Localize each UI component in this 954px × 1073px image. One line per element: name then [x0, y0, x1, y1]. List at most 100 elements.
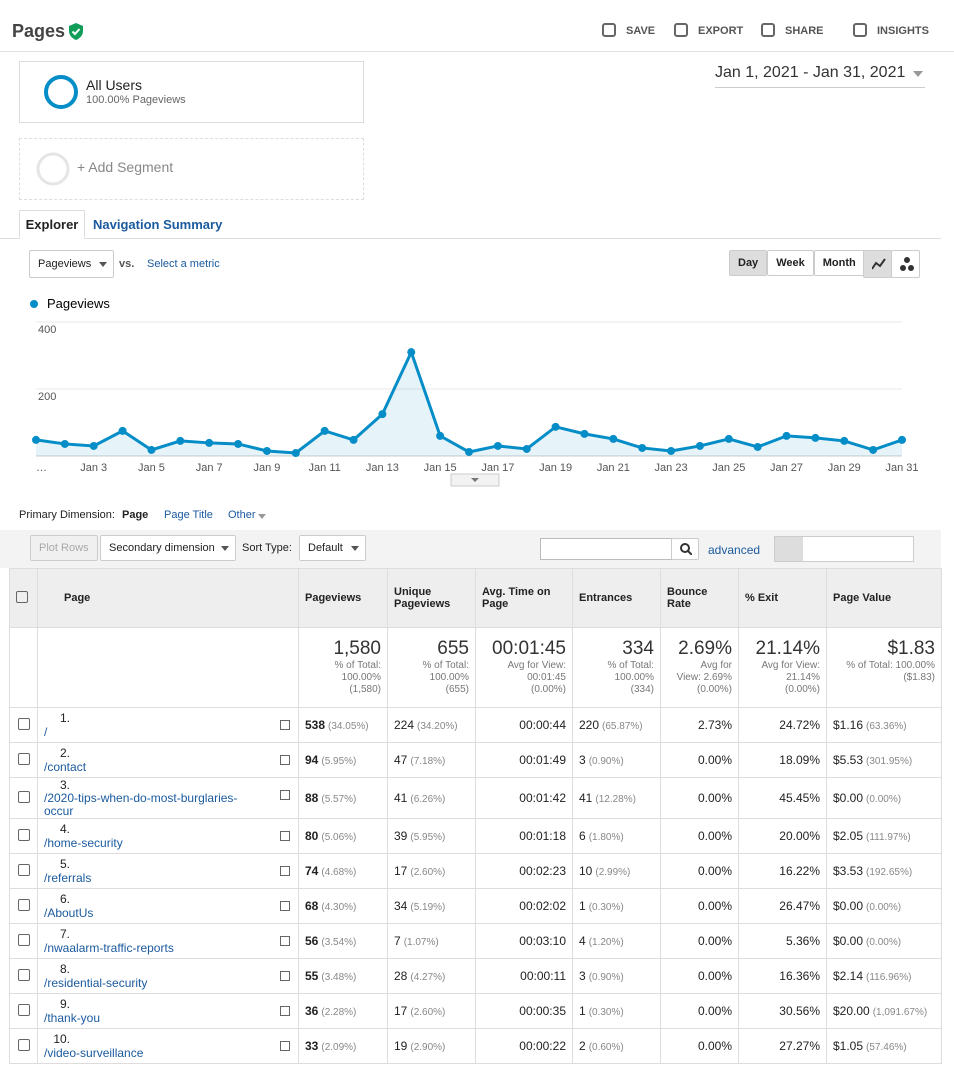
- page-link[interactable]: /residential-security: [44, 976, 148, 990]
- segment-all-users[interactable]: All Users 100.00% Pageviews: [19, 61, 364, 123]
- page-link[interactable]: /contact: [44, 760, 87, 774]
- metric-select[interactable]: Pageviews: [29, 250, 114, 278]
- dimension-option[interactable]: Other: [228, 509, 256, 521]
- cell: [9, 993, 38, 1029]
- cell: 1 (0.30%): [572, 993, 661, 1029]
- action[interactable]: SAVE: [626, 25, 656, 37]
- secondary-dimension[interactable]: Secondary dimension: [100, 535, 236, 561]
- line-chart-btn[interactable]: [863, 250, 892, 278]
- open-icon[interactable]: [280, 1041, 290, 1051]
- page-link[interactable]: /nwaalarm-traffic-reports: [44, 941, 174, 955]
- granularity-btn[interactable]: Day: [729, 250, 768, 276]
- data-table: Page Pageviews Unique Pageviews Avg. Time o…: [9, 568, 942, 1064]
- motion-chart-btn[interactable]: [891, 250, 920, 278]
- tab[interactable]: Navigation Summary: [93, 217, 223, 232]
- advanced[interactable]: advanced: [708, 543, 761, 557]
- page-link[interactable]: /home-security: [44, 836, 123, 850]
- cell-value: 16.36%: [779, 969, 820, 983]
- cell-value: $0.00: [833, 934, 864, 948]
- open-icon[interactable]: [280, 720, 290, 730]
- action[interactable]: SHARE: [785, 25, 824, 37]
- open-icon[interactable]: [280, 901, 290, 911]
- checkbox[interactable]: [17, 1038, 30, 1051]
- view-btn[interactable]: [775, 537, 803, 561]
- column-header: Unique Pageviews: [394, 586, 451, 610]
- sort-select[interactable]: Default: [299, 535, 366, 561]
- header-cell[interactable]: Page Value: [826, 568, 942, 628]
- cell: 41 (6.26%): [387, 777, 476, 819]
- header-cell[interactable]: Page: [37, 568, 299, 628]
- open-icon[interactable]: [280, 755, 290, 765]
- page-link[interactable]: /AboutUs: [44, 906, 94, 920]
- search-input[interactable]: [540, 538, 672, 560]
- page-link[interactable]: /referrals: [44, 871, 92, 885]
- open-icon[interactable]: [280, 831, 290, 841]
- cell-value: 00:00:44: [519, 718, 566, 732]
- cell-value: 16.22%: [779, 864, 820, 878]
- caret: [351, 546, 359, 551]
- cell-value: 17: [394, 1004, 408, 1018]
- page-link[interactable]: /2020-tips-when-do-most-burglaries-occur: [44, 791, 238, 818]
- open-icon[interactable]: [280, 1006, 290, 1016]
- page-link[interactable]: /thank-you: [44, 1011, 101, 1025]
- checkbox[interactable]: [17, 1003, 30, 1016]
- granularity: Day Week Month: [729, 250, 865, 276]
- checkbox[interactable]: [17, 828, 30, 841]
- action[interactable]: EXPORT: [698, 25, 744, 37]
- checkbox[interactable]: [17, 790, 30, 803]
- cell-pct: (1,091.67%): [872, 1007, 928, 1018]
- header-cell[interactable]: Entrances: [572, 568, 661, 628]
- rank: 7.: [59, 927, 70, 941]
- plot-rows[interactable]: Plot Rows: [30, 535, 98, 561]
- cell-pct: (1.80%): [588, 832, 624, 843]
- granularity-btn[interactable]: Month: [813, 250, 865, 276]
- checkbox[interactable]: [17, 752, 30, 765]
- date-range[interactable]: Jan 1, 2021 - Jan 31, 2021: [715, 64, 925, 88]
- dimension-option[interactable]: Page: [122, 509, 149, 521]
- checkbox[interactable]: [17, 898, 30, 911]
- select-metric[interactable]: Select a metric: [147, 258, 220, 270]
- checkbox[interactable]: [17, 717, 30, 730]
- total-note: Avg for View:: [761, 660, 820, 671]
- point: [176, 436, 185, 445]
- cell-pct: (5.06%): [321, 832, 357, 843]
- open-icon[interactable]: [280, 971, 290, 981]
- header-cell[interactable]: Pageviews: [298, 568, 388, 628]
- header-cell[interactable]: Avg. Time on Page: [475, 568, 573, 628]
- caret: [221, 546, 229, 551]
- cell: 0.00%: [660, 958, 739, 994]
- page-link[interactable]: /video-surveillance: [44, 1046, 144, 1060]
- search-btn[interactable]: [671, 538, 699, 560]
- tab[interactable]: Explorer: [19, 210, 85, 239]
- page-link[interactable]: /: [44, 725, 48, 739]
- point: [667, 446, 676, 455]
- cell-value: 0.00%: [697, 864, 732, 878]
- primary-dimension-label: Primary Dimension:: [19, 509, 115, 521]
- checkbox[interactable]: [17, 968, 30, 981]
- view-switcher[interactable]: [774, 536, 914, 562]
- open-icon[interactable]: [280, 866, 290, 876]
- action[interactable]: INSIGHTS: [877, 25, 929, 37]
- header-cell[interactable]: % Exit: [738, 568, 827, 628]
- cell-value: 56: [305, 934, 319, 948]
- open-icon[interactable]: [280, 790, 290, 800]
- granularity-btn[interactable]: Week: [767, 250, 814, 276]
- action-icon: [761, 23, 775, 37]
- cell-pct: (7.18%): [410, 756, 446, 767]
- point: [205, 438, 214, 447]
- cell-pct: (4.68%): [321, 867, 357, 878]
- header-cell[interactable]: Bounce Rate: [660, 568, 739, 628]
- point: [147, 445, 156, 454]
- checkbox[interactable]: [17, 933, 30, 946]
- open-icon[interactable]: [280, 936, 290, 946]
- header-cell[interactable]: Unique Pageviews: [387, 568, 476, 628]
- segment-add[interactable]: + Add Segment: [19, 138, 364, 200]
- cell-pct: (4.27%): [410, 972, 446, 983]
- dimension-option[interactable]: Page Title: [164, 509, 213, 521]
- data-row: 4./home-security 80 (5.06%) 39 (5.95%) 00:01:…: [9, 818, 942, 854]
- cell-value: 00:03:10: [519, 934, 566, 948]
- icon: [900, 257, 914, 271]
- cell: [9, 818, 38, 854]
- checkbox[interactable]: [17, 863, 30, 876]
